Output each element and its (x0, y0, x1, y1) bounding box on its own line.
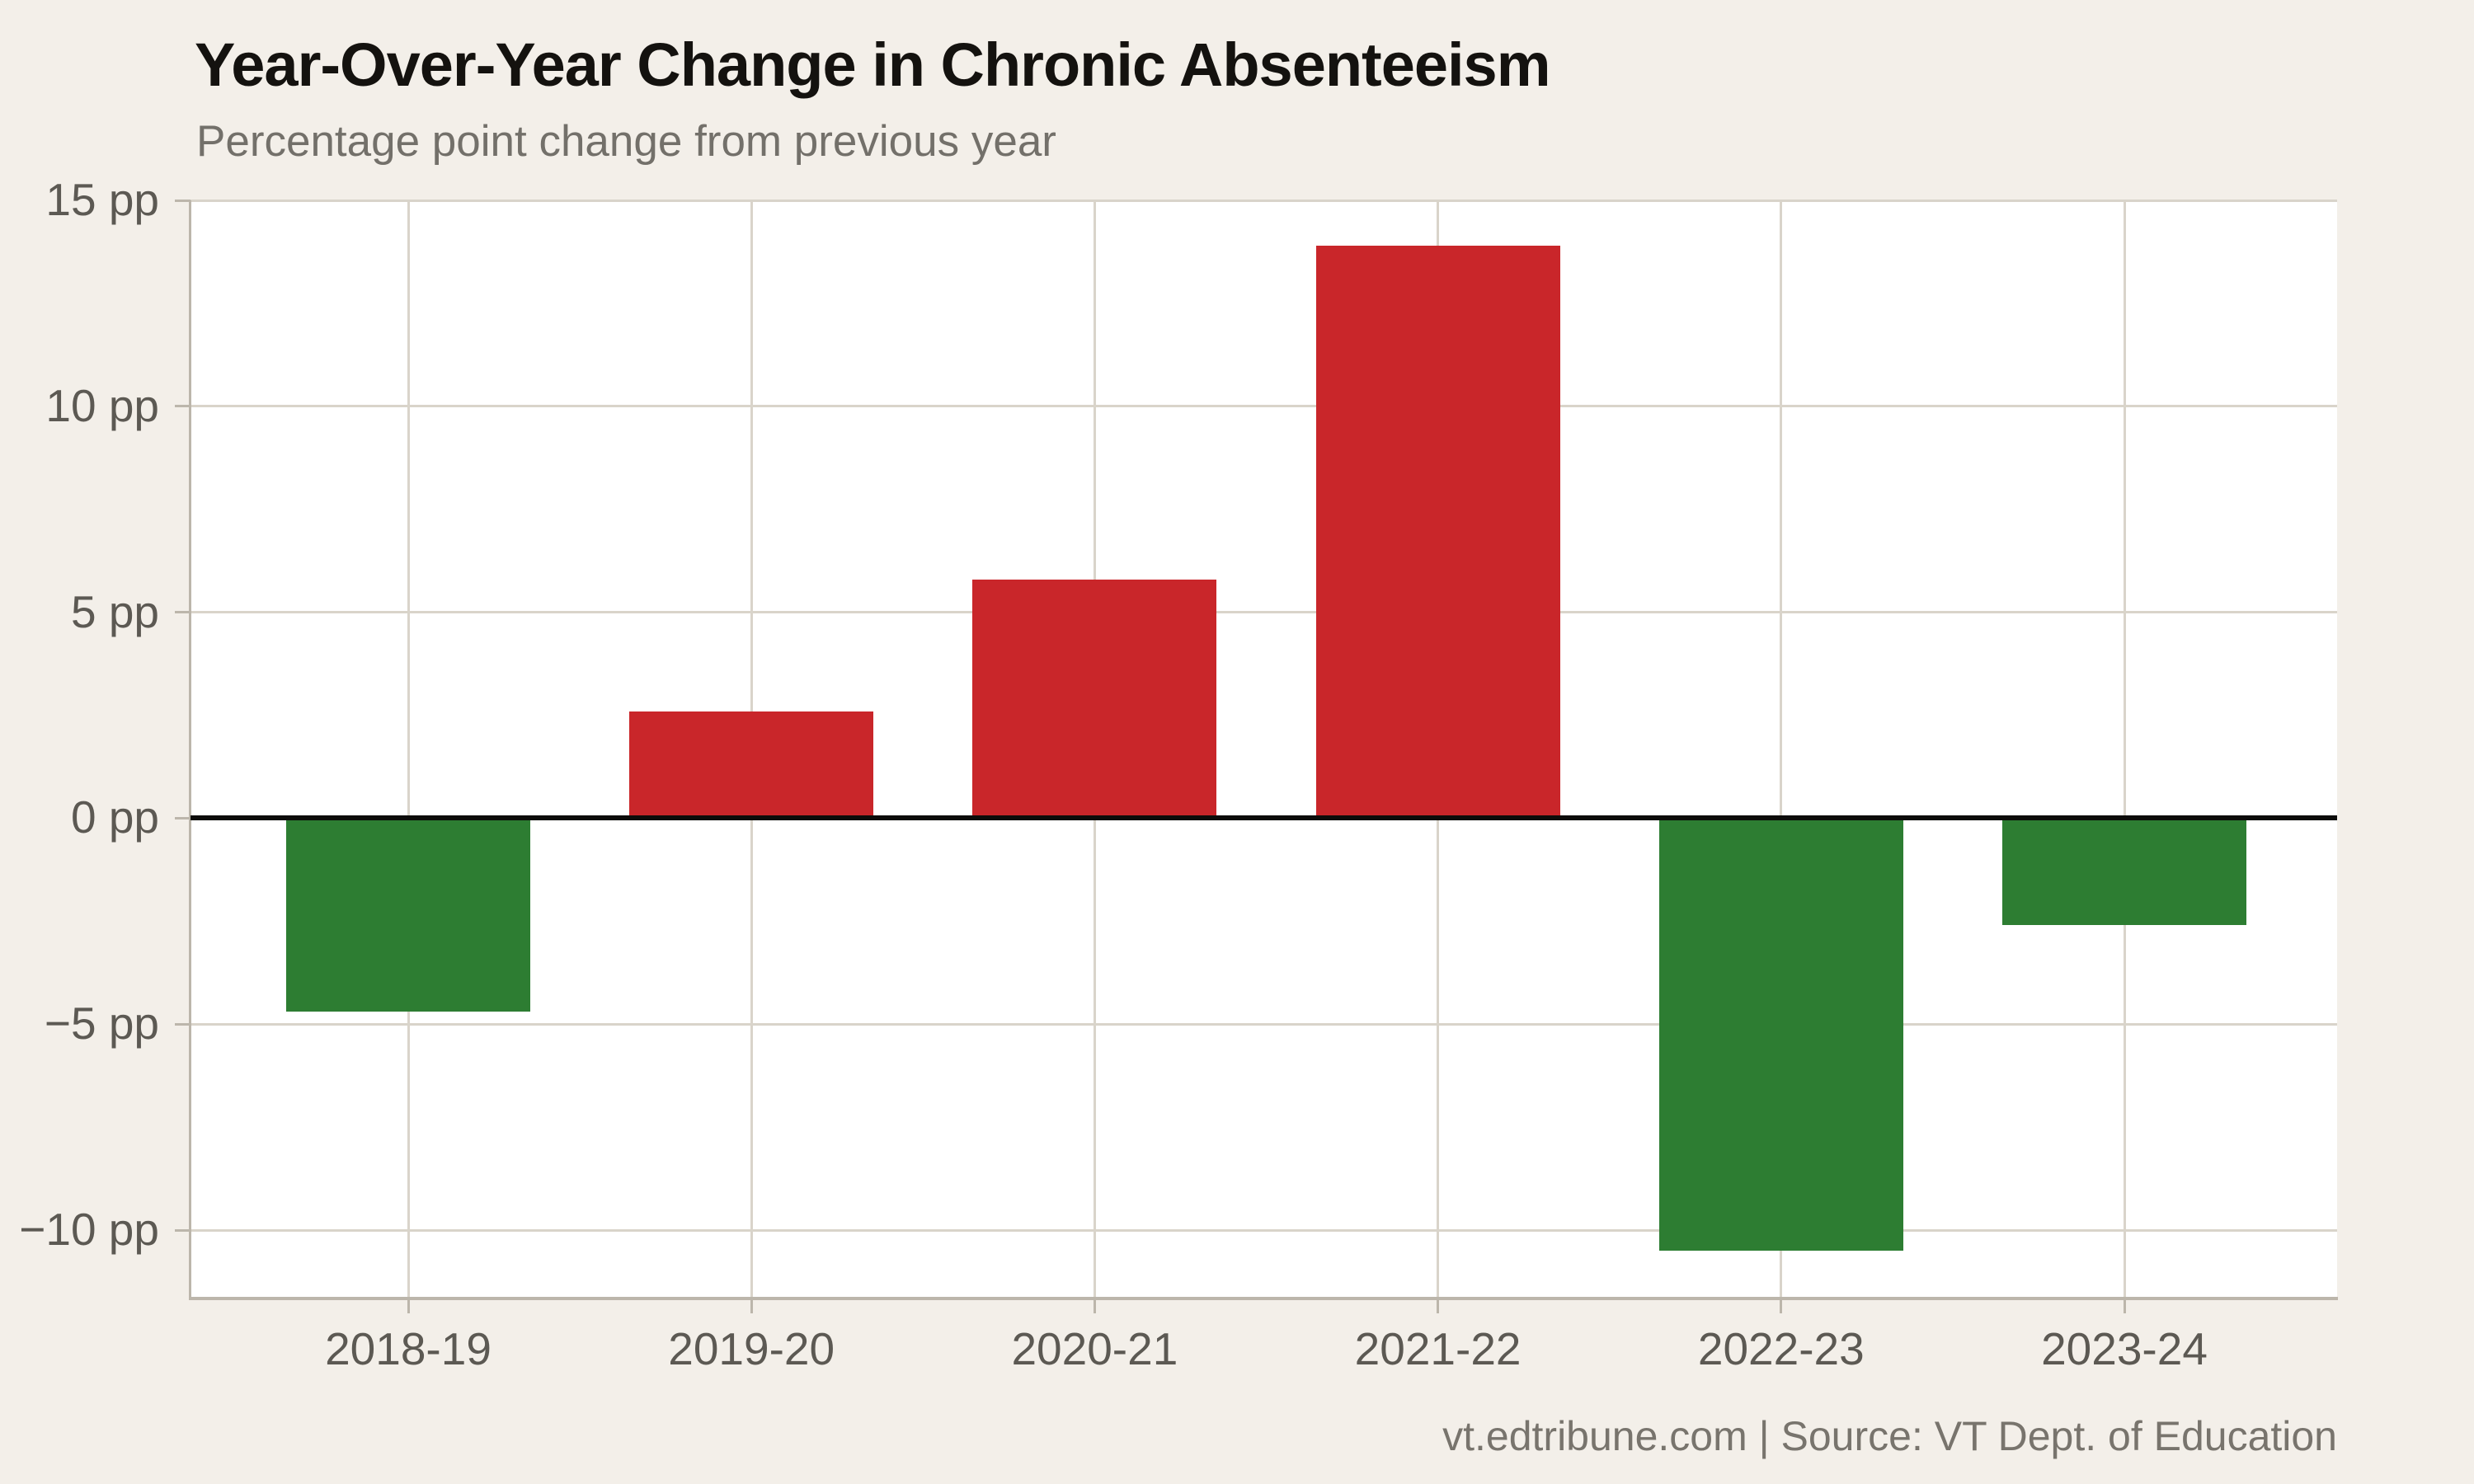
x-tick-label: 2018-19 (325, 1323, 492, 1374)
y-axis-tick (175, 611, 190, 614)
gridline-horizontal (190, 1228, 2337, 1232)
gridline-horizontal (190, 611, 2337, 614)
y-axis-spine (189, 200, 191, 1298)
gridline-vertical (2123, 200, 2126, 1298)
gridline-horizontal (190, 199, 2337, 202)
y-tick-label: 5 pp (70, 585, 159, 637)
y-tick-label: 15 pp (45, 174, 159, 225)
bar-2018-19 (286, 818, 530, 1012)
x-tick-label: 2020-21 (1011, 1323, 1178, 1374)
y-tick-label: 10 pp (45, 379, 159, 431)
y-axis-tick (175, 816, 190, 819)
x-axis-tick (407, 1300, 410, 1313)
gridline-vertical (1780, 200, 1783, 1298)
x-tick-label: 2021-22 (1354, 1323, 1522, 1374)
zero-baseline (190, 815, 2337, 821)
x-axis-tick (1093, 1300, 1096, 1313)
x-axis-tick (750, 1300, 753, 1313)
bar-2019-20 (629, 711, 874, 819)
x-tick-label: 2019-20 (668, 1323, 835, 1374)
x-axis-spine (189, 1297, 2338, 1300)
x-tick-label: 2022-23 (1697, 1323, 1865, 1374)
x-axis-tick (1437, 1300, 1440, 1313)
gridline-vertical (407, 200, 410, 1298)
plot-area (190, 199, 2337, 1298)
x-axis-tick (2123, 1300, 2126, 1313)
gridline-horizontal (190, 405, 2337, 408)
x-tick-label: 2023-24 (2041, 1323, 2208, 1374)
y-tick-label: 0 pp (70, 791, 159, 843)
y-tick-label: −10 pp (19, 1204, 159, 1256)
bar-2023-24 (2002, 818, 2246, 926)
chart-subtitle: Percentage point change from previous ye… (196, 117, 1056, 166)
x-axis-tick (1780, 1300, 1783, 1313)
y-axis-tick (175, 1022, 190, 1026)
bar-2021-22 (1315, 245, 1560, 819)
chart-title: Year-Over-Year Change in Chronic Absente… (195, 31, 1551, 99)
bar-2022-23 (1658, 818, 1903, 1252)
y-axis-tick (175, 405, 190, 408)
y-axis-tick (175, 1228, 190, 1232)
gridline-horizontal (190, 1022, 2337, 1026)
y-axis-tick (175, 199, 190, 202)
y-tick-label: −5 pp (44, 998, 159, 1050)
bar-2020-21 (972, 579, 1217, 819)
footer-attribution: vt.edtribune.com | Source: VT Dept. of E… (1442, 1413, 2337, 1459)
